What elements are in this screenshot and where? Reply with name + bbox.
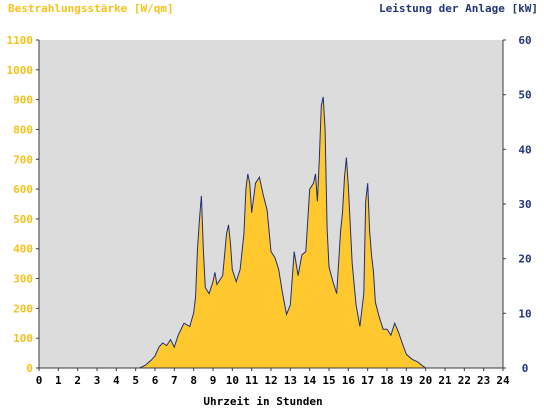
left-axis-title: Bestrahlungsstärke [W/qm]	[8, 2, 174, 15]
x-tick-label: 20	[419, 374, 432, 387]
left-tick-label: 500	[13, 213, 33, 226]
x-tick-label: 8	[190, 374, 197, 387]
x-tick-label: 11	[245, 374, 259, 387]
x-tick-label: 23	[477, 374, 490, 387]
right-tick-label: 40	[518, 143, 531, 156]
right-axis-title: Leistung der Anlage [kW]	[379, 2, 538, 15]
power-line	[39, 96, 503, 369]
left-tick-label: 700	[13, 153, 33, 166]
irradiance-area	[39, 96, 503, 368]
x-tick-label: 10	[226, 374, 239, 387]
right-axis-ticks: 0 10 20 30 40 50 60	[503, 34, 532, 375]
x-tick-label: 14	[303, 374, 317, 387]
x-axis-ticks: 0 1 2 3 4 5 6 7 8 9 10 11 12 13 14 15 16 17 18 19 20 21 22 23 24	[36, 368, 510, 387]
x-tick-label: 6	[152, 374, 159, 387]
x-tick-label: 17	[361, 374, 374, 387]
x-tick-label: 4	[113, 374, 120, 387]
left-tick-label: 0	[26, 362, 33, 375]
left-tick-label: 600	[13, 183, 33, 196]
left-tick-label: 900	[13, 94, 33, 107]
right-tick-label: 50	[518, 89, 531, 102]
right-tick-label: 0	[522, 362, 529, 375]
x-tick-label: 1	[55, 374, 62, 387]
x-tick-label: 18	[380, 374, 393, 387]
x-tick-label: 19	[400, 374, 413, 387]
right-tick-label: 10	[518, 307, 531, 320]
x-tick-label: 16	[342, 374, 356, 387]
x-tick-label: 9	[210, 374, 217, 387]
left-tick-label: 300	[13, 273, 33, 286]
x-tick-label: 22	[458, 374, 471, 387]
left-tick-label: 200	[13, 302, 33, 315]
x-axis-label: Uhrzeit in Stunden	[203, 395, 322, 408]
x-tick-label: 13	[284, 374, 297, 387]
x-tick-label: 12	[264, 374, 277, 387]
left-tick-label: 800	[13, 123, 33, 136]
right-tick-label: 60	[518, 34, 531, 47]
left-axis-ticks: 0 100 200 300 400 500 600 700 800 900 1000 1100	[7, 34, 39, 375]
right-tick-label: 30	[518, 198, 531, 211]
x-tick-label: 21	[438, 374, 452, 387]
x-tick-label: 2	[74, 374, 81, 387]
right-tick-label: 20	[518, 253, 531, 266]
x-tick-label: 3	[94, 374, 101, 387]
series-layer	[39, 96, 503, 369]
x-tick-label: 15	[322, 374, 335, 387]
x-tick-label: 5	[132, 374, 139, 387]
x-tick-label: 0	[36, 374, 43, 387]
x-tick-label: 24	[496, 374, 510, 387]
left-tick-label: 400	[13, 243, 33, 256]
left-tick-label: 1000	[7, 64, 34, 77]
left-tick-label: 1100	[7, 34, 34, 47]
left-tick-label: 100	[13, 332, 33, 345]
x-tick-label: 7	[171, 374, 178, 387]
